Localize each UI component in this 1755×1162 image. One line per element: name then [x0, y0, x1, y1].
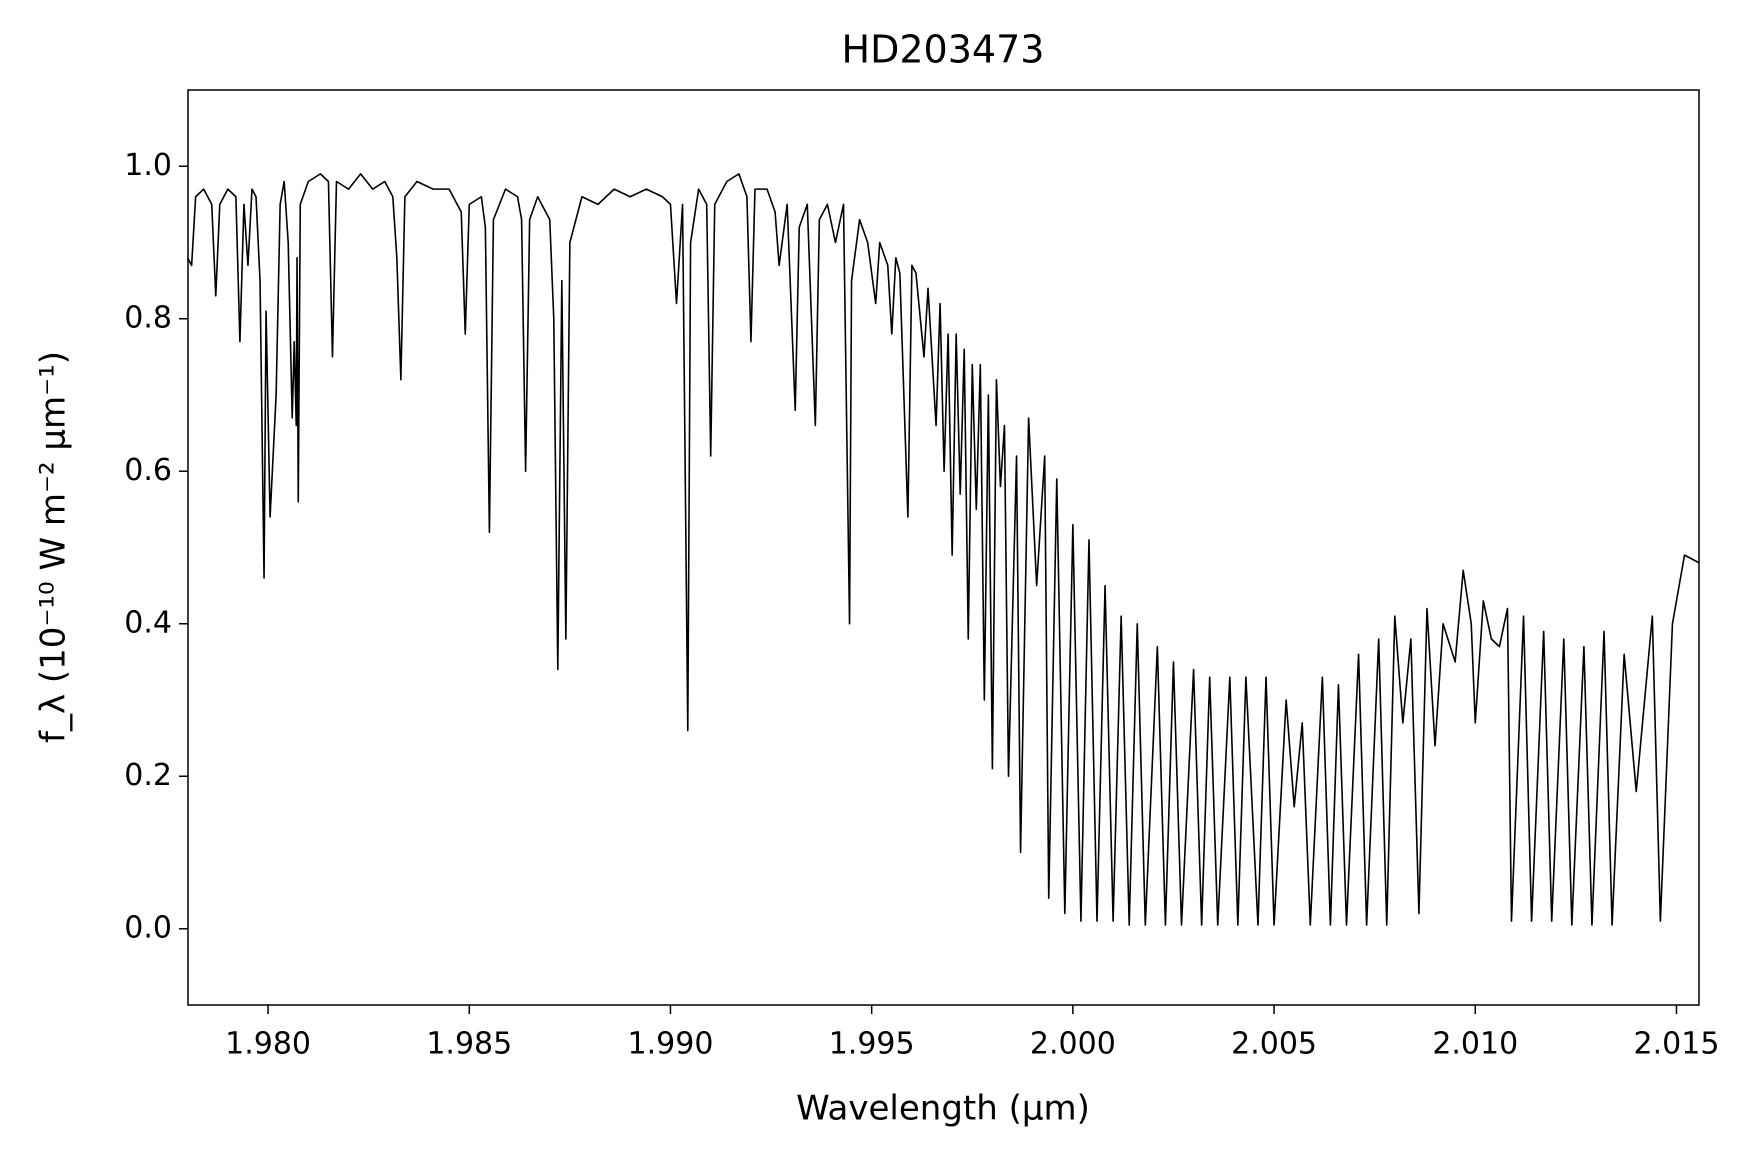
spectrum-line	[186, 173, 1700, 926]
y-tick-label: 1.0	[124, 148, 172, 183]
x-tick-label: 1.985	[426, 1027, 512, 1062]
x-tick-label: 2.010	[1432, 1027, 1518, 1062]
x-tick-label: 2.005	[1231, 1027, 1317, 1062]
y-tick-label: 0.4	[124, 605, 172, 640]
x-axis-label: Wavelength (μm)	[796, 1089, 1090, 1129]
y-tick-label: 0.0	[124, 910, 172, 945]
y-tick-label: 0.8	[124, 300, 172, 335]
x-tick-label: 2.000	[1030, 1027, 1116, 1062]
x-tick-label: 1.995	[829, 1027, 915, 1062]
x-tick-label: 1.980	[225, 1027, 311, 1062]
y-tick-label: 0.6	[124, 453, 172, 488]
y-tick-label: 0.2	[124, 758, 172, 793]
y-axis-label: f_λ (10⁻¹⁰ W m⁻² μm⁻¹)	[34, 351, 74, 743]
x-tick-label: 1.990	[628, 1027, 714, 1062]
plot-frame	[187, 89, 1700, 1006]
chart-title: HD203473	[842, 28, 1045, 72]
x-tick-label: 2.015	[1634, 1027, 1720, 1062]
